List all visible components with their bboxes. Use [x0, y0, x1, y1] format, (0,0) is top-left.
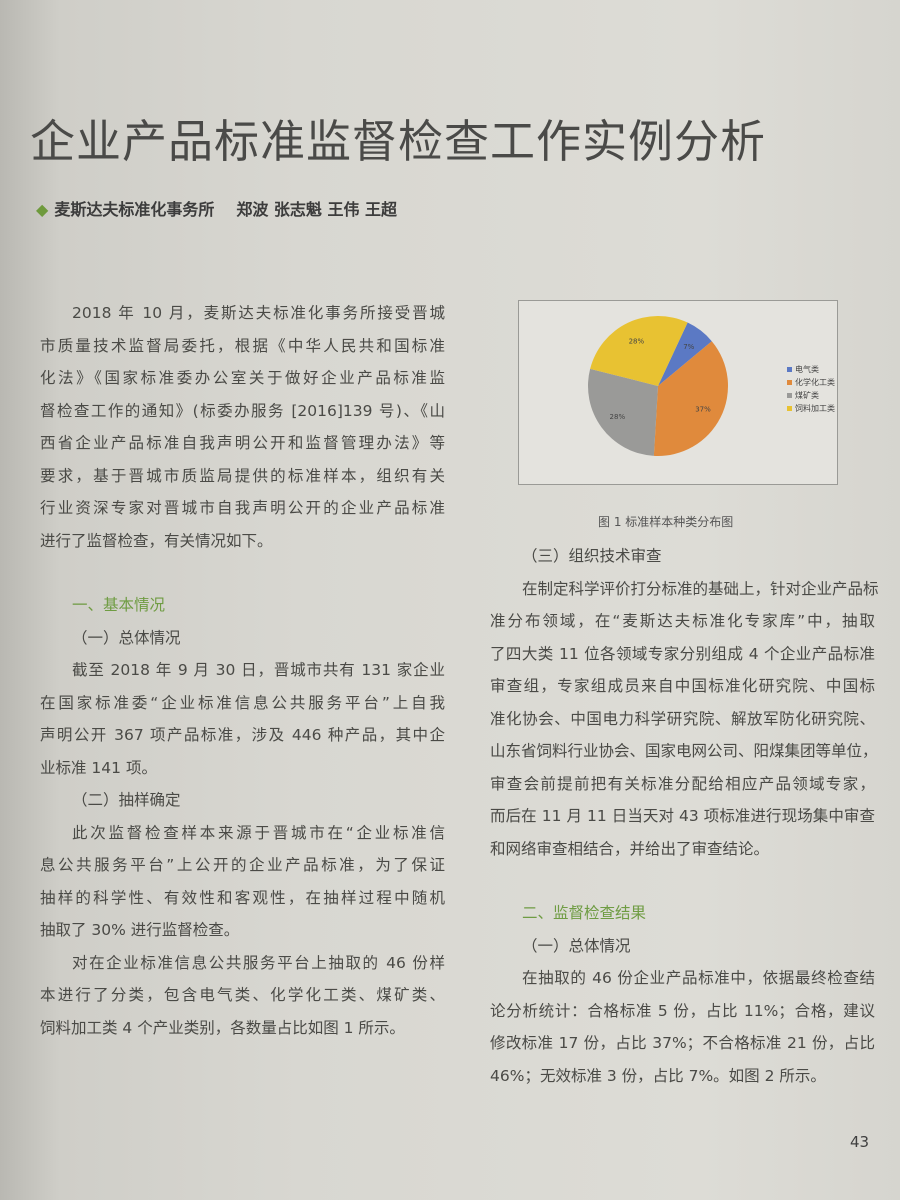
text-line: 论分析统计：合格标准 5 份，占比 11%；合格，建议	[490, 1001, 875, 1020]
subsection-heading: （二）抽样确定	[72, 791, 181, 809]
article-title: 企业产品标准监督检查工作实例分析	[30, 115, 767, 168]
text-line: 对在企业标准信息公共服务平台上抽取的 46 份样	[72, 953, 445, 972]
text-line: 准分布领域，在“麦斯达夫标准化专家库”中，抽取	[490, 612, 875, 630]
legend-swatch	[787, 380, 792, 385]
pie-data-label: 28%	[610, 413, 626, 421]
text-line: 在国家标准委“企业标准信息公共服务平台”上自我	[40, 693, 445, 712]
text-line: 督检查工作的通知》(标委办服务 [2016]139 号)、《山	[40, 401, 445, 420]
left-column: 2018 年 10 月，麦斯达夫标准化事务所接受晋城市质量技术监督局委托，根据《…	[40, 297, 445, 1044]
legend-swatch	[787, 367, 792, 372]
legend-swatch	[787, 393, 792, 398]
text-line: 本进行了分类，包含电气类、化学化工类、煤矿类、	[40, 986, 445, 1004]
pie-slice-2	[588, 368, 658, 456]
text-line: 抽样的科学性、有效性和客观性，在抽样过程中随机	[40, 888, 445, 907]
text-line: 在抽取的 46 份企业产品标准中，依据最终检查结	[522, 969, 875, 987]
paragraph: 在制定科学评价打分标准的基础上，针对企业产品标准分布领域，在“麦斯达夫标准化专家…	[490, 573, 879, 866]
text-line: 而后在 11 月 11 日当天对 43 项标准进行现场集中审查	[490, 807, 875, 825]
text-line: 要求，基于晋城市质监局提供的标准样本，组织有关	[40, 466, 445, 485]
legend-item: 化学化工类	[787, 376, 835, 389]
text-line: 声明公开 367 项产品标准，涉及 446 种产品，其中企	[40, 726, 445, 744]
text-line: 准化协会、中国电力科学研究院、解放军防化研究院、	[490, 709, 875, 728]
subsection-heading: （三）组织技术审查	[522, 547, 662, 565]
text-line: 西省企业产品标准自我声明公开和监督管理办法》等	[40, 434, 445, 452]
page-number: 43	[850, 1133, 870, 1151]
text-line: 化法》《国家标准委办公室关于做好企业产品标准监	[40, 369, 445, 387]
text-line: 业标准 141 项。	[40, 758, 157, 777]
diamond-bullet-icon: ◆	[36, 200, 49, 219]
section-heading: 一、基本情况	[72, 596, 166, 614]
legend-swatch	[787, 406, 792, 411]
text-line: 进行了监督检查，有关情况如下。	[40, 531, 273, 550]
legend-label: 饲料加工类	[795, 404, 835, 413]
byline-org: 麦斯达夫标准化事务所	[54, 200, 215, 219]
subsection-heading: （一）总体情况	[522, 936, 631, 955]
paragraph: 此次监督检查样本来源于晋城市在“企业标准信息公共服务平台”上公开的企业产品标准，…	[40, 817, 445, 947]
right-column: （三）组织技术审查在制定科学评价打分标准的基础上，针对企业产品标准分布领域，在“…	[490, 540, 879, 1092]
text-line: 46%；无效标准 3 份，占比 7%。如图 2 所示。	[490, 1066, 826, 1085]
text-line: 抽取了 30% 进行监督检查。	[40, 921, 240, 939]
text-line: 山东省饲料行业协会、国家电网公司、阳煤集团等单位，	[490, 742, 878, 760]
text-line: 息公共服务平台”上公开的企业产品标准，为了保证	[40, 856, 445, 874]
legend-item: 电气类	[787, 363, 835, 376]
text-line: 截至 2018 年 9 月 30 日，晋城市共有 131 家企业	[72, 661, 445, 679]
legend-item: 饲料加工类	[787, 402, 835, 415]
legend-item: 煤矿类	[787, 389, 835, 402]
legend-label: 电气类	[795, 365, 819, 374]
figure-caption: 图 1 标准样本种类分布图	[598, 515, 734, 529]
pie-chart-svg: 7% 37% 28% 28%	[588, 316, 728, 456]
section-heading: 二、监督检查结果	[522, 904, 647, 922]
text-line: 和网络审查相结合，并给出了审查结论。	[490, 839, 770, 858]
pie-data-label: 7%	[683, 343, 694, 351]
subsection-heading: （一）总体情况	[72, 628, 181, 647]
text-line: 审查会前提前把有关标准分配给相应产品领域专家，	[490, 774, 875, 793]
text-line: 在制定科学评价打分标准的基础上，针对企业产品标	[522, 579, 879, 598]
pie-data-label: 37%	[695, 406, 711, 414]
legend-label: 化学化工类	[795, 378, 835, 387]
paragraph: 在抽取的 46 份企业产品标准中，依据最终检查结论分析统计：合格标准 5 份，占…	[490, 962, 875, 1092]
text-line: 市质量技术监督局委托，根据《中华人民共和国标准	[40, 336, 445, 355]
paragraph: 对在企业标准信息公共服务平台上抽取的 46 份样本进行了分类，包含电气类、化学化…	[40, 947, 445, 1045]
text-line: 了四大类 11 位各领域专家分别组成 4 个企业产品标准	[490, 644, 875, 663]
legend-label: 煤矿类	[795, 391, 819, 400]
paragraph: 截至 2018 年 9 月 30 日，晋城市共有 131 家企业在国家标准委“企…	[40, 654, 445, 784]
pie-slice-1	[653, 341, 728, 456]
pie-slice-0	[658, 322, 712, 386]
text-line: 修改标准 17 份，占比 37%；不合格标准 21 份，占比	[490, 1034, 875, 1052]
chart-legend: 电气类化学化工类煤矿类饲料加工类	[787, 363, 835, 415]
text-line: 此次监督检查样本来源于晋城市在“企业标准信	[72, 823, 445, 842]
byline-authors: 郑波 张志魁 王伟 王超	[236, 200, 398, 219]
text-line: 审查组，专家组成员来自中国标准化研究院、中国标	[490, 677, 875, 695]
byline: ◆ 麦斯达夫标准化事务所 郑波 张志魁 王伟 王超	[36, 196, 397, 220]
pie-chart: 7% 37% 28% 28% 电气类化学化工类煤矿类饲料加工类	[518, 300, 838, 485]
pie-data-label: 28%	[629, 337, 645, 345]
text-line: 2018 年 10 月，麦斯达夫标准化事务所接受晋城	[72, 304, 445, 322]
text-line: 饲料加工类 4 个产业类别，各数量占比如图 1 所示。	[40, 1018, 405, 1037]
pie-slice-3	[590, 316, 688, 386]
text-line: 行业资深专家对晋城市自我声明公开的企业产品标准	[40, 499, 445, 517]
paragraph: 2018 年 10 月，麦斯达夫标准化事务所接受晋城市质量技术监督局委托，根据《…	[40, 297, 445, 557]
